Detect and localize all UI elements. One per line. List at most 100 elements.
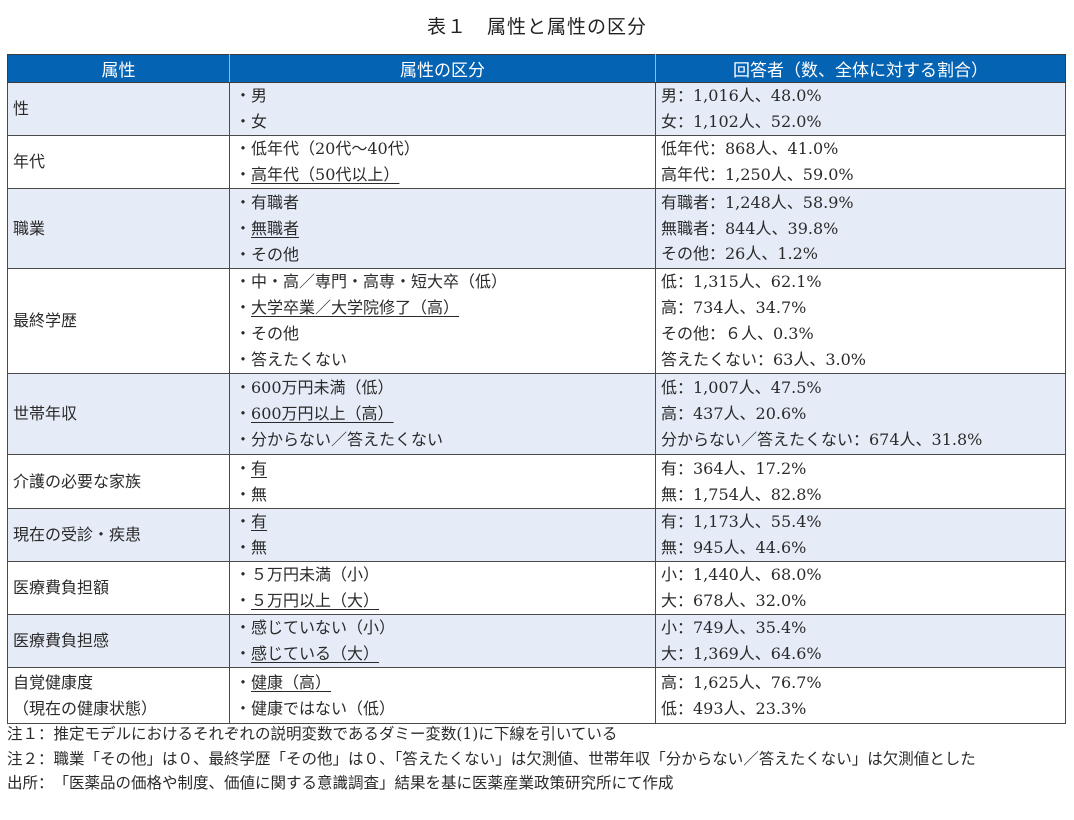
attribute-cell: 現在の受診・疾患 — [7, 508, 230, 562]
respondents-cell: 小：1,440人、68.0% 大：678人、32.0% — [655, 561, 1066, 615]
respondents-cell: 小：749人、35.4% 大：1,369人、64.6% — [655, 614, 1066, 668]
respondent-count: 小：749人、35.4% — [661, 618, 807, 638]
category-item: ・健康ではない（低） — [235, 698, 396, 718]
attribute-label: 自覚健康度 — [13, 672, 94, 692]
underlined-text: 600万円以上（高） — [251, 404, 394, 423]
attribute-cell: 性 — [7, 82, 230, 136]
category-cell: ・感じていない（小） ・感じている（大） — [229, 614, 656, 668]
table-row: 職業 ・有職者 ・無職者 ・その他 有職者：1,248人、58.9% 無職者：844人、3… — [7, 188, 1066, 269]
category-cell: ・低年代（20代～40代） ・高年代（50代以上） — [229, 135, 656, 189]
note-label: 出所： — [7, 774, 54, 792]
column-header-respondents: 回答者（数、全体に対する割合） — [655, 54, 1066, 83]
category-cell: ・有 ・無 — [229, 454, 656, 509]
category-item: ・男 — [235, 86, 268, 105]
respondent-count: 女：1,102人、52.0% — [661, 112, 822, 131]
respondent-count: 高年代：1,250人、59.0% — [661, 165, 854, 184]
respondents-cell: 有：364人、17.2% 無：1,754人、82.8% — [655, 454, 1066, 509]
table-title: 表１ 属性と属性の区分 — [426, 16, 647, 38]
attribute-label: 年代 — [13, 152, 46, 172]
respondent-count: 大：1,369人、64.6% — [661, 644, 822, 663]
attribute-cell: 職業 — [7, 188, 230, 269]
respondent-count: 有職者：1,248人、58.9% — [661, 192, 854, 212]
category-cell: ・５万円未満（小） ・５万円以上（大） — [229, 561, 656, 615]
respondent-count: 小：1,440人、68.0% — [661, 565, 822, 585]
underlined-text: 無職者 — [251, 218, 300, 238]
bullet: ・ — [235, 218, 252, 238]
respondent-count: 分からない／答えたくない：674人、31.8% — [661, 429, 983, 449]
category-cell: ・600万円未満（低） ・600万円以上（高） ・分からない／答えたくない — [229, 373, 656, 455]
table-row: 自覚健康度 （現在の健康状態） ・健康（高） ・健康ではない（低） 高：1,625人、7… — [7, 667, 1066, 724]
category-item: ・無 — [235, 484, 268, 504]
respondent-count: 高：437人、20.6% — [661, 404, 807, 424]
attribute-cell: 世帯年収 — [7, 373, 230, 455]
attribute-label: 最終学歴 — [13, 311, 78, 331]
category-item-dummy: ・健康（高） — [235, 670, 655, 696]
note-2: 注２： 職業「その他」は０、最終学歴「その他」は０、「答えたくない」は欠測値、世帯… — [7, 747, 1067, 772]
respondent-count: 無職者：844人、39.8% — [661, 218, 839, 238]
respondent-count: 有：364人、17.2% — [661, 458, 807, 478]
underlined-text: 有 — [251, 512, 268, 531]
respondent-count: 有：1,173人、55.4% — [661, 512, 822, 532]
column-header-category: 属性の区分 — [229, 54, 656, 83]
respondents-cell: 有職者：1,248人、58.9% 無職者：844人、39.8% その他：26人、1.… — [655, 188, 1066, 269]
respondent-count: 低：1,007人、47.5% — [661, 378, 822, 398]
underlined-text: 健康（高） — [251, 672, 332, 692]
attribute-label: 介護の必要な家族 — [13, 471, 142, 491]
respondent-count: 高：734人、34.7% — [661, 298, 807, 318]
category-item: ・600万円未満（低） — [235, 378, 394, 397]
bullet: ・ — [235, 458, 252, 478]
bullet: ・ — [235, 672, 252, 692]
bullet: ・ — [235, 512, 252, 531]
attribute-cell: 介護の必要な家族 — [7, 454, 230, 509]
category-item: ・答えたくない — [235, 350, 348, 369]
underlined-text: ５万円以上（大） — [251, 591, 380, 610]
underlined-text: 高年代（50代以上） — [251, 165, 400, 184]
category-item-dummy: ・600万円以上（高） — [235, 401, 655, 427]
category-item: ・５万円未満（小） — [235, 565, 380, 584]
attribute-cell: 年代 — [7, 135, 230, 189]
bullet: ・ — [235, 298, 252, 317]
attribute-label: 現在の受診・疾患 — [13, 525, 142, 545]
respondents-cell: 男：1,016人、48.0% 女：1,102人、52.0% — [655, 82, 1066, 136]
note-text: 職業「その他」は０、最終学歴「その他」は０、「答えたくない」は欠測値、世帯年収「… — [53, 749, 976, 768]
attribute-label: （現在の健康状態） — [13, 698, 158, 718]
category-item: ・女 — [235, 112, 268, 131]
table-row: 介護の必要な家族 ・有 ・無 有：364人、17.2% 無：1,754人、82.8% — [7, 454, 1066, 509]
note-label: 注２： — [7, 749, 54, 768]
table-row: 医療費負担感 ・感じていない（小） ・感じている（大） 小：749人、35.4% 大：1… — [7, 614, 1066, 668]
category-item-dummy: ・感じている（大） — [235, 641, 655, 667]
respondent-count: 無：945人、44.6% — [661, 538, 807, 557]
attribute-label: 世帯年収 — [13, 404, 78, 424]
respondent-count: 答えたくない：63人、3.0% — [661, 349, 867, 369]
attribute-label: 職業 — [13, 218, 46, 238]
category-item: ・感じていない（小） — [235, 618, 396, 637]
respondents-cell: 低年代：868人、41.0% 高年代：1,250人、59.0% — [655, 135, 1066, 189]
category-item: ・有職者 — [235, 192, 300, 212]
attribute-cell: 医療費負担額 — [7, 561, 230, 615]
table-row: 医療費負担額 ・５万円未満（小） ・５万円以上（大） 小：1,440人、68.0% 大：… — [7, 561, 1066, 615]
respondent-count: 男：1,016人、48.0% — [661, 86, 822, 106]
underlined-text: 大学卒業／大学院修了（高） — [251, 298, 460, 317]
table-row: 現在の受診・疾患 ・有 ・無 有：1,173人、55.4% 無：945人、44.6% — [7, 508, 1066, 562]
column-header-attribute: 属性 — [7, 54, 230, 83]
category-item-dummy: ・有 — [235, 509, 655, 535]
category-cell: ・有職者 ・無職者 ・その他 — [229, 188, 656, 269]
bullet: ・ — [235, 404, 252, 423]
table-row: 性・男・女 男：1,016人、48.0% 女：1,102人、52.0% — [7, 82, 1066, 136]
note-label: 注１： — [7, 725, 54, 743]
respondents-cell: 低：1,315人、62.1% 高：734人、34.7% その他：６人、0.3% 答えた… — [655, 268, 1066, 374]
table-row: 年代 ・低年代（20代～40代） ・高年代（50代以上） 低年代：868人、41.0%… — [7, 135, 1066, 189]
category-cell: ・有・無 — [229, 508, 656, 562]
category-cell: ・健康（高） ・健康ではない（低） — [229, 667, 656, 724]
attributes-table: 属性 属性の区分 回答者（数、全体に対する割合） 性・男・女 男：1,016人、4… — [7, 54, 1066, 724]
respondent-count: 無：1,754人、82.8% — [661, 484, 822, 504]
category-item: ・無 — [235, 538, 268, 557]
table-body: 性・男・女 男：1,016人、48.0% 女：1,102人、52.0% 年代 ・低年代（… — [7, 82, 1066, 724]
category-item-dummy: ・有 — [235, 456, 655, 482]
bullet: ・ — [235, 591, 252, 610]
respondents-cell: 低：1,007人、47.5% 高：437人、20.6% 分からない／答えたくない：6… — [655, 373, 1066, 455]
table-row: 世帯年収 ・600万円未満（低） ・600万円以上（高） ・分からない／答えたくない 低… — [7, 373, 1066, 455]
bullet: ・ — [235, 644, 252, 663]
respondent-count: 低：1,315人、62.1% — [661, 272, 822, 292]
bullet: ・ — [235, 165, 252, 184]
